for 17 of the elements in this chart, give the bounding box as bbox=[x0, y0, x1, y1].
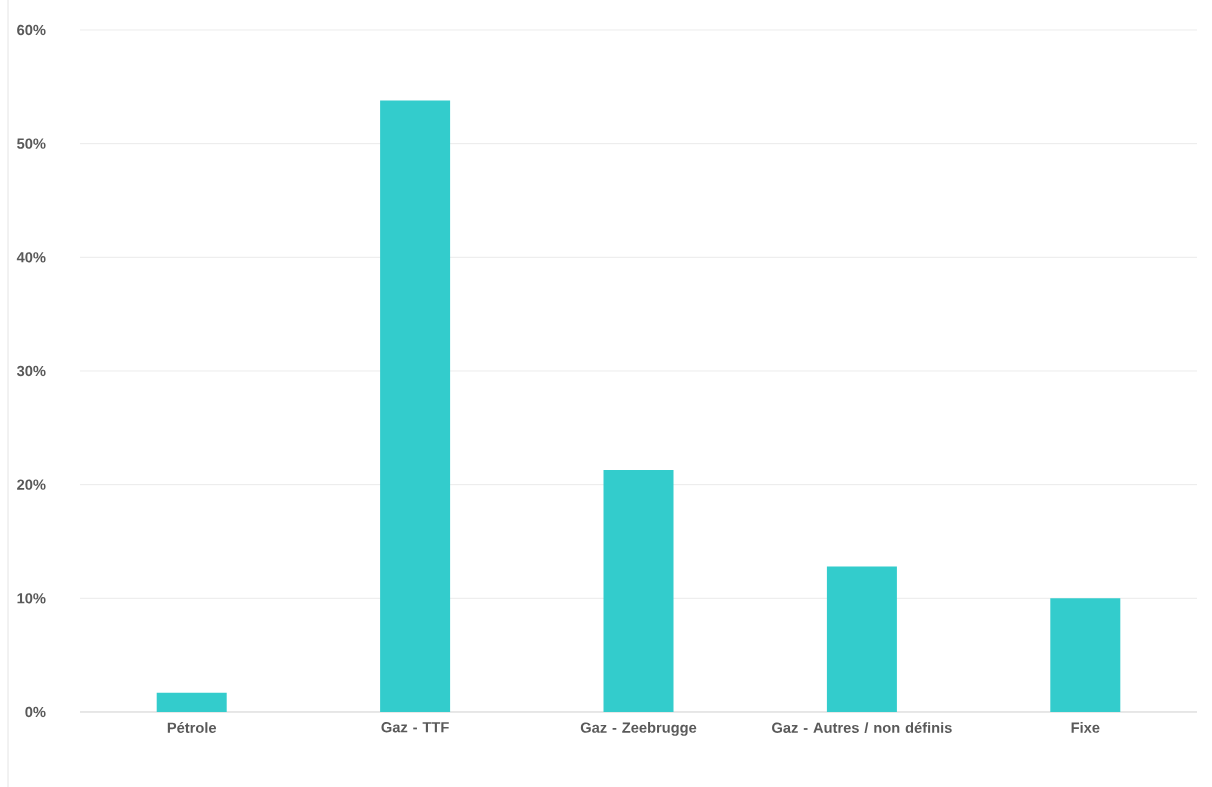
y-tick-label: 20% bbox=[17, 479, 46, 490]
y-tick-label: 30% bbox=[16, 365, 46, 377]
bar bbox=[380, 100, 451, 712]
y-tick-label: 40% bbox=[16, 252, 46, 263]
y-tick-label: 0% bbox=[25, 706, 46, 718]
bar bbox=[826, 566, 897, 712]
bar bbox=[156, 692, 227, 712]
x-tick-label: Gaz - TTF bbox=[381, 722, 449, 733]
bar bbox=[1050, 598, 1121, 712]
y-tick-label: 60% bbox=[17, 24, 46, 36]
x-tick-label: Pétrole bbox=[167, 722, 217, 733]
x-tick-label: Fixe bbox=[1071, 722, 1100, 733]
x-tick-label: Gaz - Autres / non définis bbox=[772, 722, 952, 734]
y-tick-label: 10% bbox=[17, 593, 46, 604]
y-tick-label: 50% bbox=[17, 138, 46, 149]
x-tick-label: Gaz - Zeebrugge bbox=[580, 722, 697, 736]
bar bbox=[603, 469, 674, 712]
